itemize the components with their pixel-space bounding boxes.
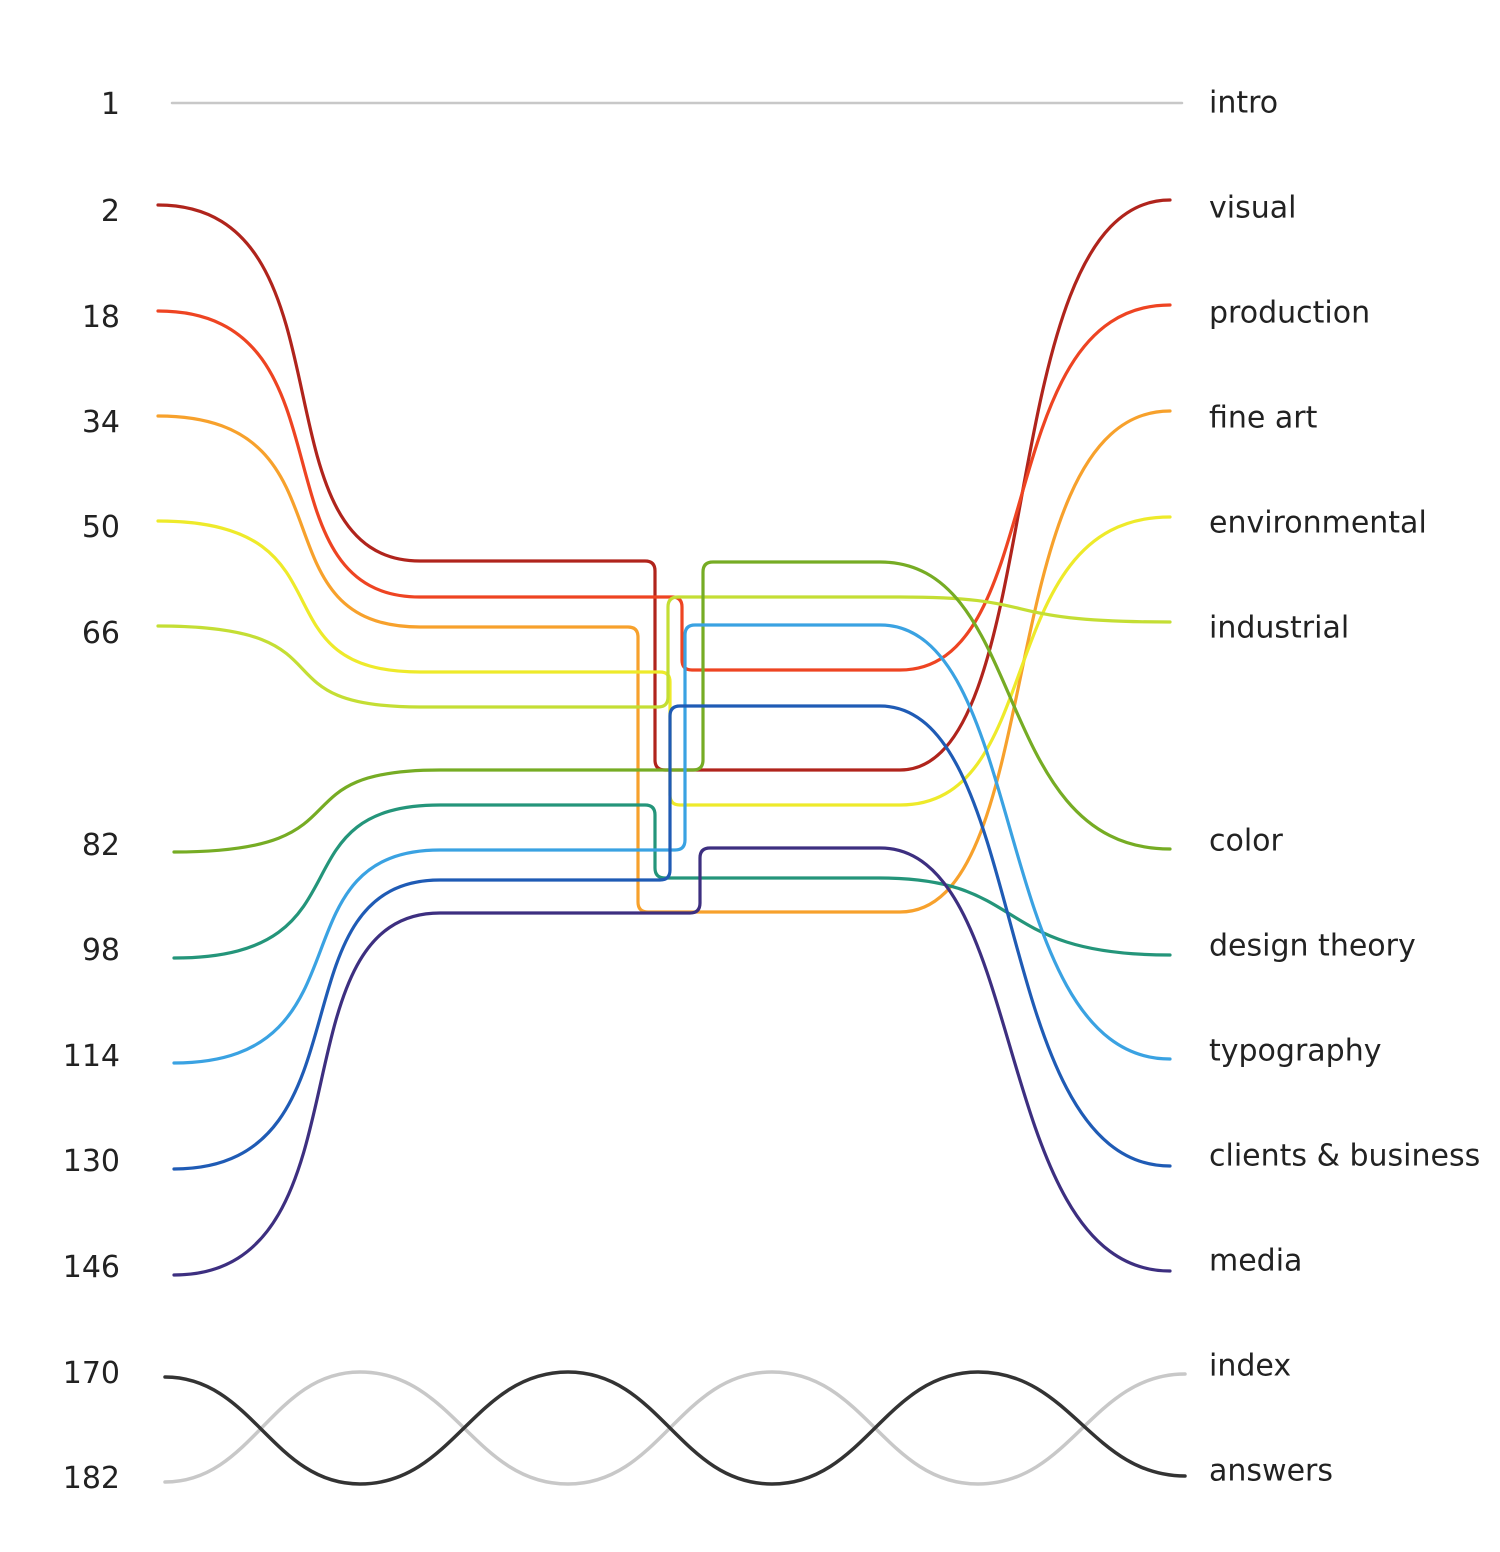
- section-label: answers: [1209, 1453, 1333, 1489]
- link-line-170: [163, 1370, 1187, 1486]
- section-label: intro: [1209, 85, 1279, 121]
- section-label: industrial: [1209, 610, 1350, 646]
- section-label: color: [1209, 823, 1283, 859]
- section-label: visual: [1209, 190, 1297, 226]
- page-number-label: 98: [81, 933, 120, 968]
- page-number-label: 66: [81, 616, 120, 651]
- page-number-label: 34: [81, 405, 120, 440]
- page-number-label: 2: [100, 194, 120, 229]
- link-line-18: [156, 303, 1172, 672]
- page-number-label: 182: [62, 1461, 120, 1496]
- link-line-66: [156, 595, 1172, 709]
- page-number-label: 82: [81, 828, 120, 863]
- link-line-34: [156, 409, 1172, 914]
- link-line-182: [163, 1370, 1187, 1486]
- page-number-label: 1: [100, 87, 120, 122]
- page-number-label: 146: [62, 1250, 120, 1285]
- page-number-label: 130: [62, 1144, 120, 1179]
- link-line-82: [172, 560, 1172, 854]
- link-line-50: [156, 515, 1172, 807]
- link-line-130: [172, 704, 1172, 1171]
- section-label: design theory: [1209, 928, 1416, 964]
- link-line-114: [172, 623, 1172, 1065]
- section-label: environmental: [1209, 505, 1427, 541]
- link-line-98: [172, 803, 1172, 960]
- section-label: production: [1209, 295, 1371, 331]
- page-number-label: 50: [81, 510, 120, 545]
- link-line-2: [156, 198, 1172, 772]
- page-number-label: 114: [62, 1039, 120, 1074]
- section-label: media: [1209, 1243, 1303, 1279]
- section-label: fine art: [1209, 400, 1318, 436]
- page-number-label: 170: [62, 1356, 120, 1391]
- page-number-label: 18: [81, 300, 120, 335]
- section-label: typography: [1209, 1033, 1382, 1069]
- section-label: index: [1209, 1348, 1292, 1384]
- link-line-146: [172, 846, 1172, 1277]
- section-label: clients & business: [1209, 1138, 1481, 1174]
